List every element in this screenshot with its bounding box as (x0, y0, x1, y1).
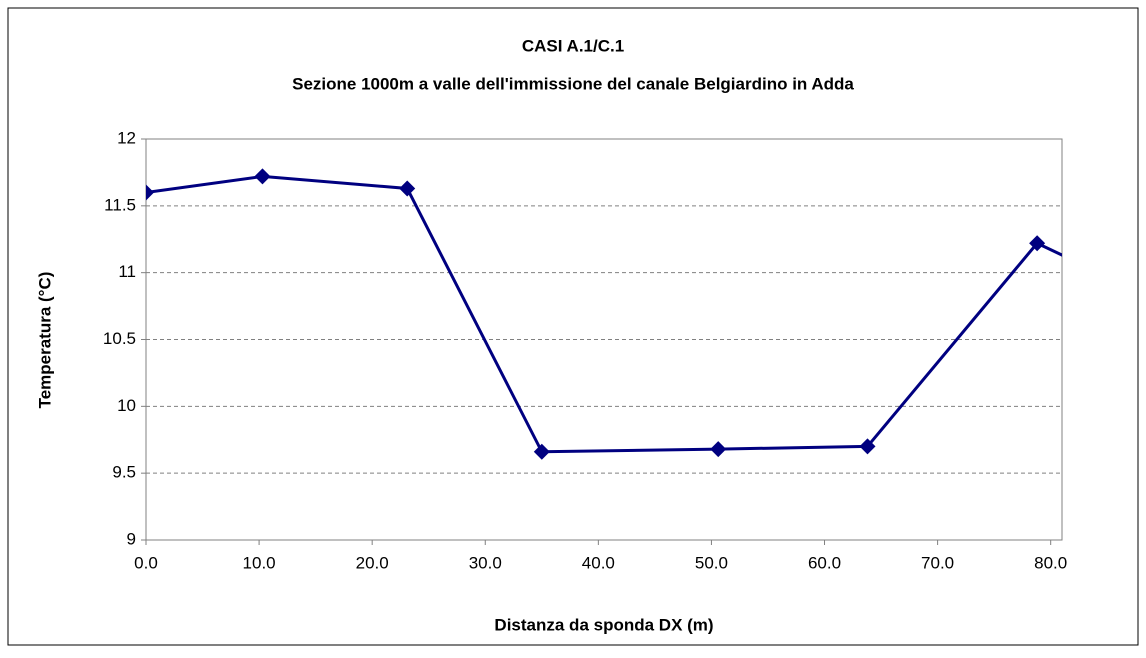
chart-border (7, 7, 1139, 646)
data-point (710, 441, 727, 458)
data-point (533, 443, 550, 460)
y-tick-label: 11.5 (104, 195, 136, 214)
y-tick-label: 9 (127, 529, 136, 548)
y-tick-label: 10.5 (103, 329, 136, 348)
data-point (146, 184, 154, 201)
x-tick-label: 30.0 (469, 553, 502, 572)
y-tick-label: 11 (118, 262, 136, 281)
data-point (859, 438, 876, 455)
chart-subtitle: Sezione 1000m a valle dell'immissione de… (292, 74, 854, 93)
chart-title: CASI A.1/C.1 (522, 36, 624, 55)
x-axis-label: Distanza da sponda DX (m) (494, 615, 713, 634)
marks (146, 168, 1062, 460)
y-tick-label: 12 (117, 128, 136, 147)
x-tick-label: 10.0 (243, 553, 276, 572)
x-tick-label: 40.0 (582, 553, 615, 572)
series-line (146, 174, 1062, 454)
data-point (254, 168, 271, 185)
y-axis-label: Temperatura (°C) (35, 272, 54, 409)
y-tick-label: 10 (117, 396, 136, 415)
x-tick-label: 50.0 (695, 553, 728, 572)
y-tick-label: 9.5 (112, 463, 136, 482)
data-point (399, 180, 416, 197)
x-tick-label: 70.0 (921, 553, 954, 572)
x-tick-label: 0.0 (134, 553, 158, 572)
x-tick-label: 80.0 (1034, 553, 1067, 572)
x-tick-label: 20.0 (356, 553, 389, 572)
x-tick-label: 60.0 (808, 553, 841, 572)
data-point (1029, 235, 1046, 252)
